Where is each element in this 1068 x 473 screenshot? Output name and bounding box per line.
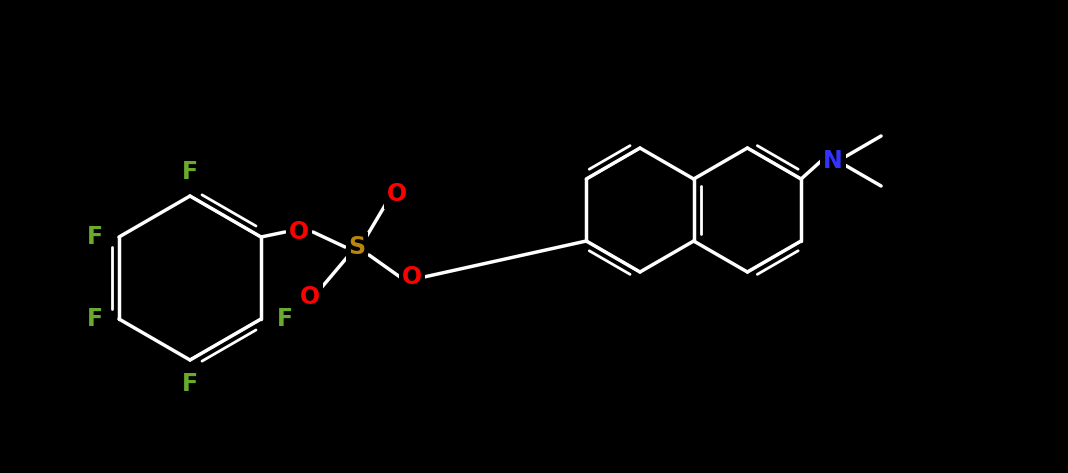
Text: O: O [402,265,422,289]
Text: N: N [823,149,843,173]
Text: F: F [182,372,198,396]
Text: O: O [300,285,320,309]
Text: O: O [387,182,407,206]
Text: F: F [182,160,198,184]
Text: S: S [348,235,365,259]
Text: F: F [87,225,103,249]
Text: F: F [277,307,293,331]
Text: F: F [87,307,103,331]
Text: O: O [289,220,309,244]
